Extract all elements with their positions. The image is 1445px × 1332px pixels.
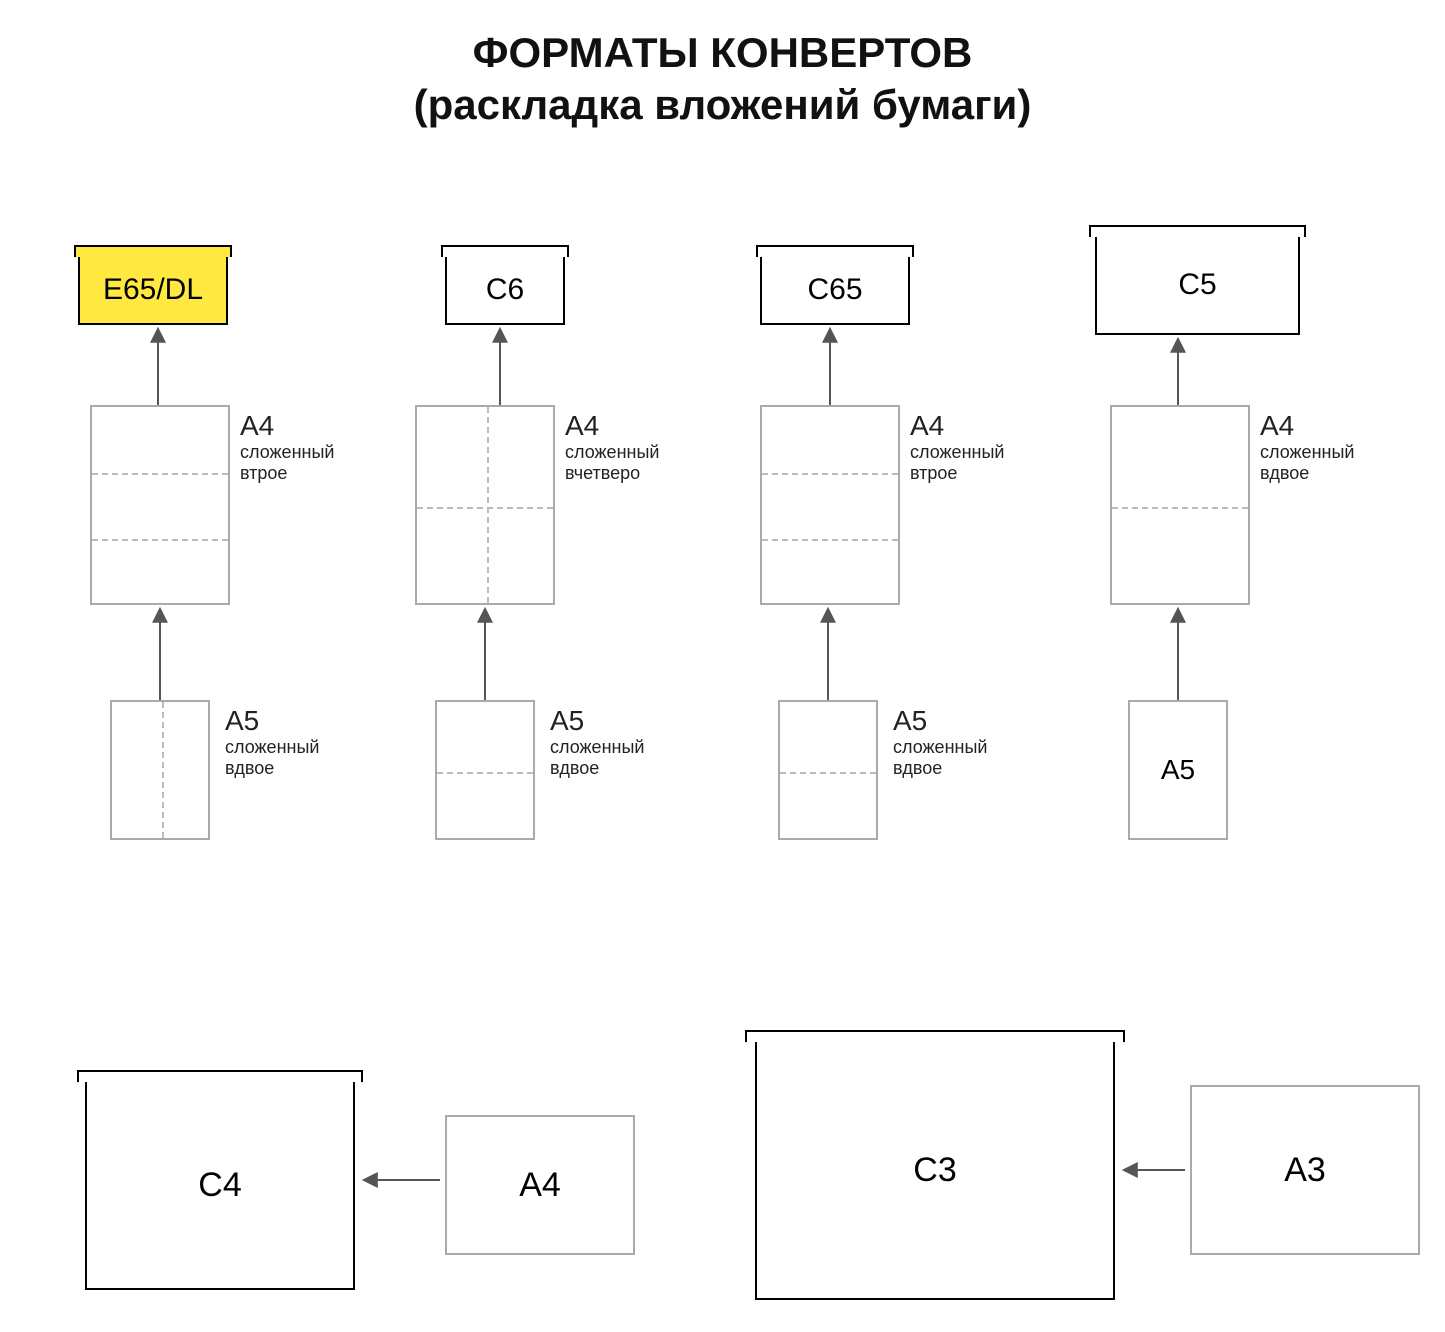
envelope-e65-dl: E65/DL [78,255,228,325]
paper-label-c5-a4: A4сложенныйвдвое [1260,410,1354,484]
arrow-up [1168,610,1188,700]
paper-c6-a4 [415,405,555,605]
arrow-up [818,610,838,700]
paper-label-small: сложенный [550,737,644,758]
fold-line [762,539,898,541]
paper-label: A4 [519,1166,561,1205]
envelope-label: C4 [198,1166,241,1205]
paper-label-small: вдвое [550,758,644,779]
envelope-c3: C3 [755,1040,1115,1300]
paper-label-small: сложенный [910,442,1004,463]
envelope-label: C6 [486,273,524,307]
paper-label-big: A4 [1260,410,1294,441]
paper-label-big: A4 [565,410,599,441]
envelope-label: C3 [913,1151,956,1190]
arrow-left [365,1170,440,1190]
paper-label-big: A5 [893,705,927,736]
paper-c5-a5: A5 [1128,700,1228,840]
arrow-left [1125,1160,1185,1180]
envelope-c65: C65 [760,255,910,325]
envelope-c4: C4 [85,1080,355,1290]
fold-line [487,407,489,603]
fold-line [92,539,228,541]
paper-inner-label: A5 [1161,754,1195,786]
paper-c5-a4 [1110,405,1250,605]
paper-label-big: A5 [225,705,259,736]
fold-line [437,772,533,774]
envelope-c6: C6 [445,255,565,325]
paper-label-small: втрое [910,463,1004,484]
diagram-canvas: ФОРМАТЫ КОНВЕРТОВ (раскладка вложений бу… [0,0,1445,1332]
envelope-c5: C5 [1095,235,1300,335]
paper-c65-a5 [778,700,878,840]
paper-c6-a5 [435,700,535,840]
arrow-up [475,610,495,700]
arrow-up [820,330,840,405]
paper-c4-src: A4 [445,1115,635,1255]
title-line-1: ФОРМАТЫ КОНВЕРТОВ [0,28,1445,78]
paper-e65-a4 [90,405,230,605]
paper-label-big: A4 [240,410,274,441]
envelope-label: C5 [1178,268,1216,302]
paper-label: A3 [1284,1151,1326,1190]
envelope-label: E65/DL [103,273,203,307]
fold-line [417,507,553,509]
paper-e65-a5 [110,700,210,840]
paper-label-small: вдвое [893,758,987,779]
arrow-up [148,330,168,405]
paper-label-big: A5 [550,705,584,736]
title-line-2: (раскладка вложений бумаги) [0,80,1445,130]
fold-line [762,473,898,475]
paper-label-big: A4 [910,410,944,441]
arrow-up [490,330,510,405]
arrow-up [1168,340,1188,405]
paper-label-small: сложенный [1260,442,1354,463]
paper-c65-a4 [760,405,900,605]
fold-line [780,772,876,774]
paper-label-small: вчетверо [565,463,659,484]
paper-label-small: сложенный [893,737,987,758]
fold-line [162,702,164,838]
envelope-label: C65 [807,273,862,307]
paper-label-small: сложенный [240,442,334,463]
paper-label-small: вдвое [225,758,319,779]
paper-label-c6-a4: A4сложенныйвчетверо [565,410,659,484]
paper-label-small: втрое [240,463,334,484]
paper-c3-src: A3 [1190,1085,1420,1255]
paper-label-c65-a5: A5сложенныйвдвое [893,705,987,779]
paper-label-small: сложенный [225,737,319,758]
paper-label-c6-a5: A5сложенныйвдвое [550,705,644,779]
fold-line [92,473,228,475]
fold-line [1112,507,1248,509]
paper-label-small: вдвое [1260,463,1354,484]
arrow-up [150,610,170,700]
paper-label-e65-a5: A5сложенныйвдвое [225,705,319,779]
paper-label-c65-a4: A4сложенныйвтрое [910,410,1004,484]
paper-label-e65-a4: A4сложенныйвтрое [240,410,334,484]
paper-label-small: сложенный [565,442,659,463]
